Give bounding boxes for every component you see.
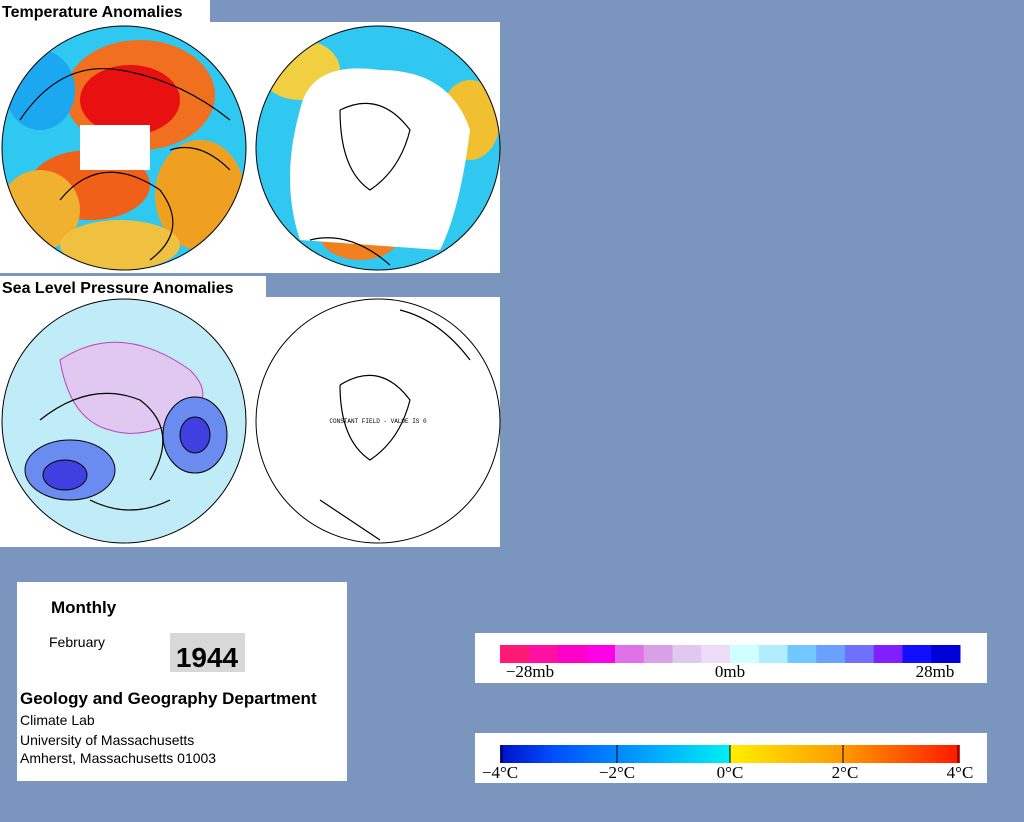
title-bg (0, 0, 210, 22)
colorbar-segment (586, 645, 616, 663)
legend-label: 0mb (715, 662, 745, 681)
legend-label: −4°C (482, 763, 518, 782)
title-bg (0, 276, 266, 297)
legend-label: 0°C (717, 763, 744, 782)
legend-label: 28mb (916, 662, 955, 681)
department: Geology and Geography Department (20, 689, 317, 708)
map-note: CONSTANT FIELD - VALUE IS 0 (329, 418, 427, 425)
info-box (17, 582, 347, 781)
colorbar-segment (528, 645, 558, 663)
colorbar-segment (643, 645, 673, 663)
globe-outline (255, 25, 501, 271)
month: February (49, 634, 105, 650)
globe-north-temp (2, 26, 246, 270)
coastline (319, 309, 471, 541)
colorbar-segment (787, 645, 817, 663)
colorbar-segment (730, 645, 760, 663)
colorbar-segment (845, 645, 875, 663)
colorbar-segment (557, 645, 587, 663)
colorbar-segment (758, 645, 788, 663)
info-line: Climate Lab (20, 712, 95, 728)
colorbar-segment (816, 645, 846, 663)
year-box (170, 633, 245, 672)
globe-outline (1, 25, 247, 271)
colorbar-segment (873, 645, 903, 663)
colorbar-segment (672, 645, 702, 663)
colorbar-segment (931, 645, 961, 663)
globe-outline (255, 298, 501, 544)
legend-label: −28mb (506, 662, 554, 681)
colorbar-segment (701, 645, 731, 663)
colorbar-ticks (501, 745, 959, 763)
panel-title: Temperature Anomalies (2, 4, 183, 21)
legend-label: 2°C (832, 763, 859, 782)
globe-outline (1, 298, 247, 544)
info-line: University of Massachusetts (20, 732, 194, 748)
colorbar-segment (615, 645, 645, 663)
pressure-colorbar (500, 645, 961, 663)
info-line: Amherst, Massachusetts 01003 (20, 750, 216, 766)
panel-title: Sea Level Pressure Anomalies (2, 280, 234, 297)
year: 1944 (176, 642, 239, 673)
legend-label: −2°C (599, 763, 635, 782)
legend-label: 4°C (947, 763, 974, 782)
period: Monthly (51, 598, 117, 617)
colorbar-segment (500, 645, 530, 663)
colorbar-segment (902, 645, 932, 663)
globe-north-pressure (2, 299, 246, 543)
